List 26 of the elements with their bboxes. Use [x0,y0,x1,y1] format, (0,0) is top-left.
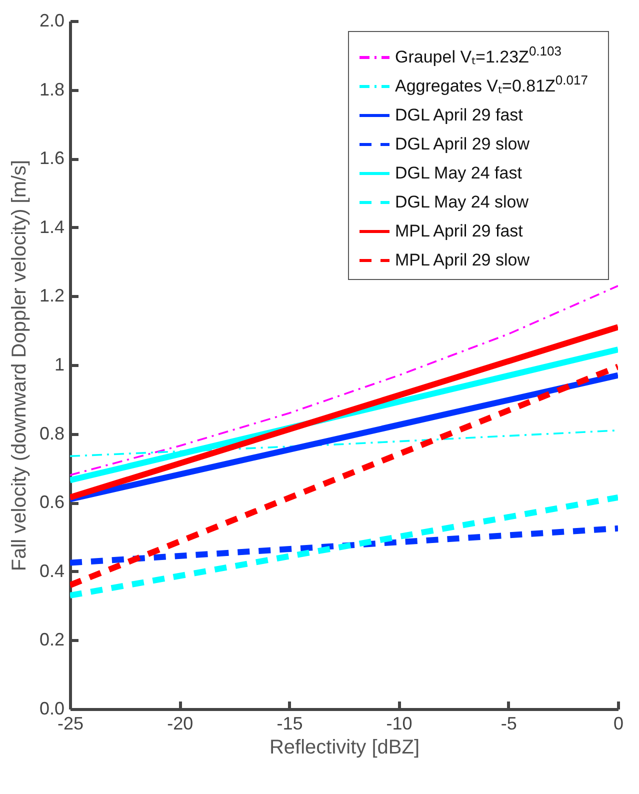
y-tick-label: 1.2 [39,286,64,306]
x-axis-title: Reflectivity [dBZ] [269,736,420,758]
y-tick-label: 0.2 [39,630,64,650]
x-tick-label: -20 [167,714,194,734]
legend-label: DGL May 24 slow [395,192,530,212]
x-tick-label: -15 [276,714,303,734]
legend-label: DGL May 24 fast [395,164,522,182]
x-tick-label: -5 [500,714,517,734]
legend-label: MPL April 29 slow [395,250,530,270]
y-tick-label: 1.4 [39,216,64,237]
y-tick-label: 1.8 [39,79,64,100]
x-tick-label: -10 [386,714,412,734]
y-tick-label: 0.6 [39,492,64,512]
y-tick-label: 2.0 [39,10,64,30]
y-tick-label: 1.6 [39,148,64,168]
legend-label: Graupel Vₜ=1.23Z$^{0.103}$ [395,43,562,66]
y-tick-label: 1 [54,354,64,374]
y-tick-label: 0.8 [39,423,64,444]
y-axis-title: Fall velocity (downward Doppler velocity) [m/s] [8,160,30,572]
legend-label: DGL April 29 slow [395,134,530,154]
legend-label: MPL April 29 fast [395,222,524,240]
y-tick-label: 0.4 [39,560,64,581]
legend-label: DGL April 29 fast [395,106,524,124]
legend-label: Aggregates Vₜ=0.81Z$^{0.017}$ [395,72,588,96]
x-tick-label: 0 [613,714,624,734]
line-series [70,284,618,476]
